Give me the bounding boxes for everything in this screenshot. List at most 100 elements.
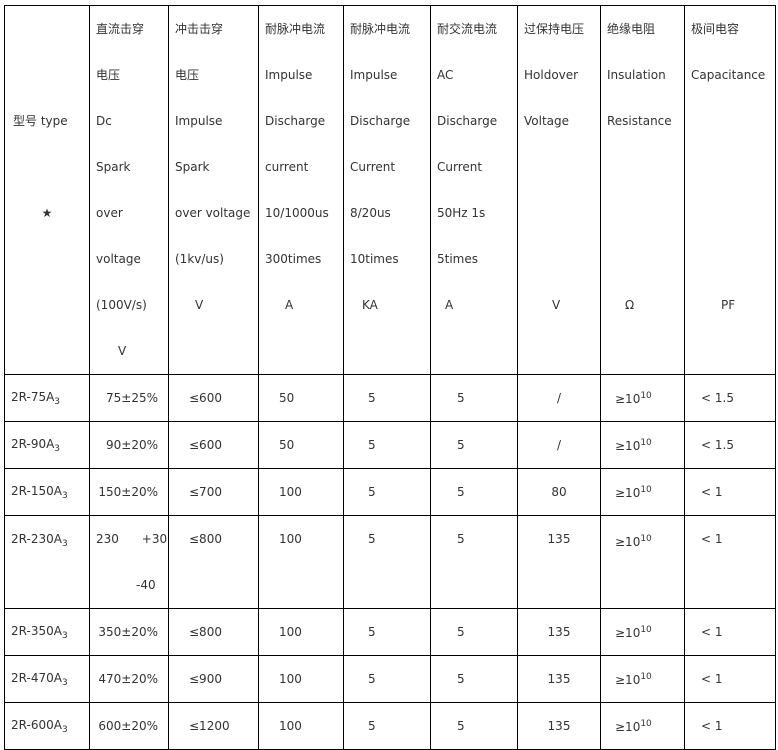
model: 2R-150A3	[5, 483, 68, 501]
table-row: 2R-470A3 470±20% ≤900 100 5 5 135 ≥1010 < 1	[4, 655, 776, 703]
header-line: Capacitance	[691, 68, 766, 82]
insulation: ≥1010	[601, 671, 652, 687]
cell-line: 5	[344, 516, 430, 562]
cell-holdover: 135	[517, 608, 601, 656]
header-line: 50Hz 1s	[437, 206, 486, 220]
cell-model: 2R-470A3	[4, 655, 90, 703]
model-name: 2R-150A	[11, 483, 62, 498]
insulation: ≥1010	[601, 625, 652, 640]
cell-dc-voltage: 75±25%	[89, 374, 169, 422]
header-line: Holdover	[524, 68, 579, 82]
header-line: Current	[437, 160, 483, 174]
dc-value: 75±25%	[106, 391, 158, 405]
cap-value: < 1	[701, 485, 723, 499]
imp_ka-value: 5	[368, 672, 376, 686]
holdover-value: /	[556, 438, 562, 452]
header-line: Impulse	[175, 114, 223, 128]
imp_a-value: 100	[279, 625, 302, 639]
cell-line: 135	[518, 516, 600, 562]
cell-dc-voltage: 350±20%	[89, 608, 169, 656]
model-subscript: 3	[61, 490, 68, 501]
cell-insulation: ≥1010	[600, 374, 685, 422]
cell-ac: 5	[430, 608, 518, 656]
holdover-value: 135	[547, 625, 571, 639]
insulation-exponent: 10	[640, 484, 652, 495]
imp_a-value: 100	[279, 672, 302, 686]
impulse_v-value: ≤700	[189, 485, 222, 499]
insulation-exponent: 10	[640, 390, 652, 401]
cell-imp_a: 100	[258, 515, 344, 609]
ac-value: 5	[457, 625, 465, 639]
cell-impulse_v: ≤600	[168, 374, 259, 422]
header-line: 过保持电压	[524, 22, 585, 36]
cell-impulse_v: ≤600	[168, 421, 259, 469]
insulation-base: ≥10	[615, 485, 641, 500]
imp_a-value: 100	[279, 719, 302, 733]
header-line: 电压	[96, 68, 121, 82]
table-row: 2R-350A3 350±20% ≤800 100 5 5 135 ≥1010 < 1	[4, 608, 776, 656]
header-line: Discharge	[265, 114, 326, 128]
header-line: 5times	[437, 252, 478, 266]
header-type-line: 型号 type	[13, 114, 68, 128]
header-line: Impulse	[265, 68, 313, 82]
insulation-base: ≥10	[615, 625, 641, 640]
cell-model: 2R-350A3	[4, 608, 90, 656]
cell-model: 2R-90A3	[4, 421, 90, 469]
ac-value: 5	[457, 438, 465, 452]
cell-insulation: ≥1010	[600, 515, 685, 609]
dc-value: 150±20%	[98, 485, 158, 499]
model-subscript: 3	[61, 630, 68, 641]
cap-value: < 1	[701, 625, 723, 639]
header-unit: KA	[362, 298, 378, 312]
header-line: Impulse	[350, 68, 398, 82]
dc-value: 350±20%	[98, 625, 158, 639]
imp_a-value: 100	[279, 485, 302, 499]
cell-ac: 5	[430, 374, 518, 422]
cell-cap: < 1	[684, 608, 776, 656]
ac-value: 5	[457, 672, 465, 686]
cell-ac: 5	[430, 702, 518, 750]
cell-line: ≤800	[169, 516, 258, 562]
insulation-exponent: 10	[640, 671, 652, 682]
insulation: ≥1010	[601, 390, 652, 406]
model: 2R-350A3	[5, 624, 68, 641]
table-row: 2R-90A3 90±20% ≤600 50 5 5 / ≥1010 < 1.5	[4, 421, 776, 469]
header-line: voltage	[96, 252, 141, 266]
header-line: Spark	[96, 160, 131, 174]
cell-impulse_v: ≤700	[168, 468, 259, 516]
dc-value: 230 +30	[96, 532, 168, 546]
dc-value: 470±20%	[98, 672, 158, 686]
cap-value: < 1	[701, 672, 723, 686]
header-line	[601, 236, 684, 282]
cell-holdover: 135	[517, 515, 601, 609]
cell-impulse_v: ≤1200	[168, 702, 259, 750]
impulse_v-value: ≤600	[189, 438, 222, 452]
cell-cap: < 1	[684, 515, 776, 609]
cell-insulation: ≥1010	[600, 421, 685, 469]
header-line: 10times	[350, 252, 399, 266]
cap-value: < 1.5	[701, 391, 734, 405]
cell-dc-voltage: 600±20%	[89, 702, 169, 750]
header-line	[518, 144, 600, 190]
header-line: Spark	[175, 160, 210, 174]
header-line: Discharge	[350, 114, 411, 128]
cell-cap: < 1	[684, 655, 776, 703]
cell-ac: 5	[430, 421, 518, 469]
table-row: 2R-75A3 75±25% ≤600 50 5 5 / ≥1010 < 1.5	[4, 374, 776, 422]
cell-line: 2R-230A3	[5, 516, 89, 562]
insulation: ≥1010	[601, 438, 652, 453]
header-line: 冲击击穿	[175, 22, 224, 36]
header-line: (100V/s)	[96, 298, 147, 312]
cell-imp_ka: 5	[343, 374, 431, 422]
model-name: 2R-600A	[11, 717, 62, 732]
impulse_v-value: ≤1200	[189, 719, 230, 733]
header-line	[685, 190, 775, 236]
header-line: over voltage	[175, 206, 251, 220]
cell-line: ≥1010	[601, 516, 684, 562]
header-unit: PF	[721, 298, 736, 312]
model-name: 2R-90A	[11, 436, 55, 451]
star-icon: ★	[41, 206, 53, 220]
holdover-value: 80	[551, 485, 567, 499]
header-col: 过保持电压 Holdover Voltage V	[517, 5, 601, 375]
header-col: 耐交流电流 AC Discharge Current 50Hz 1s 5times A	[430, 5, 518, 375]
